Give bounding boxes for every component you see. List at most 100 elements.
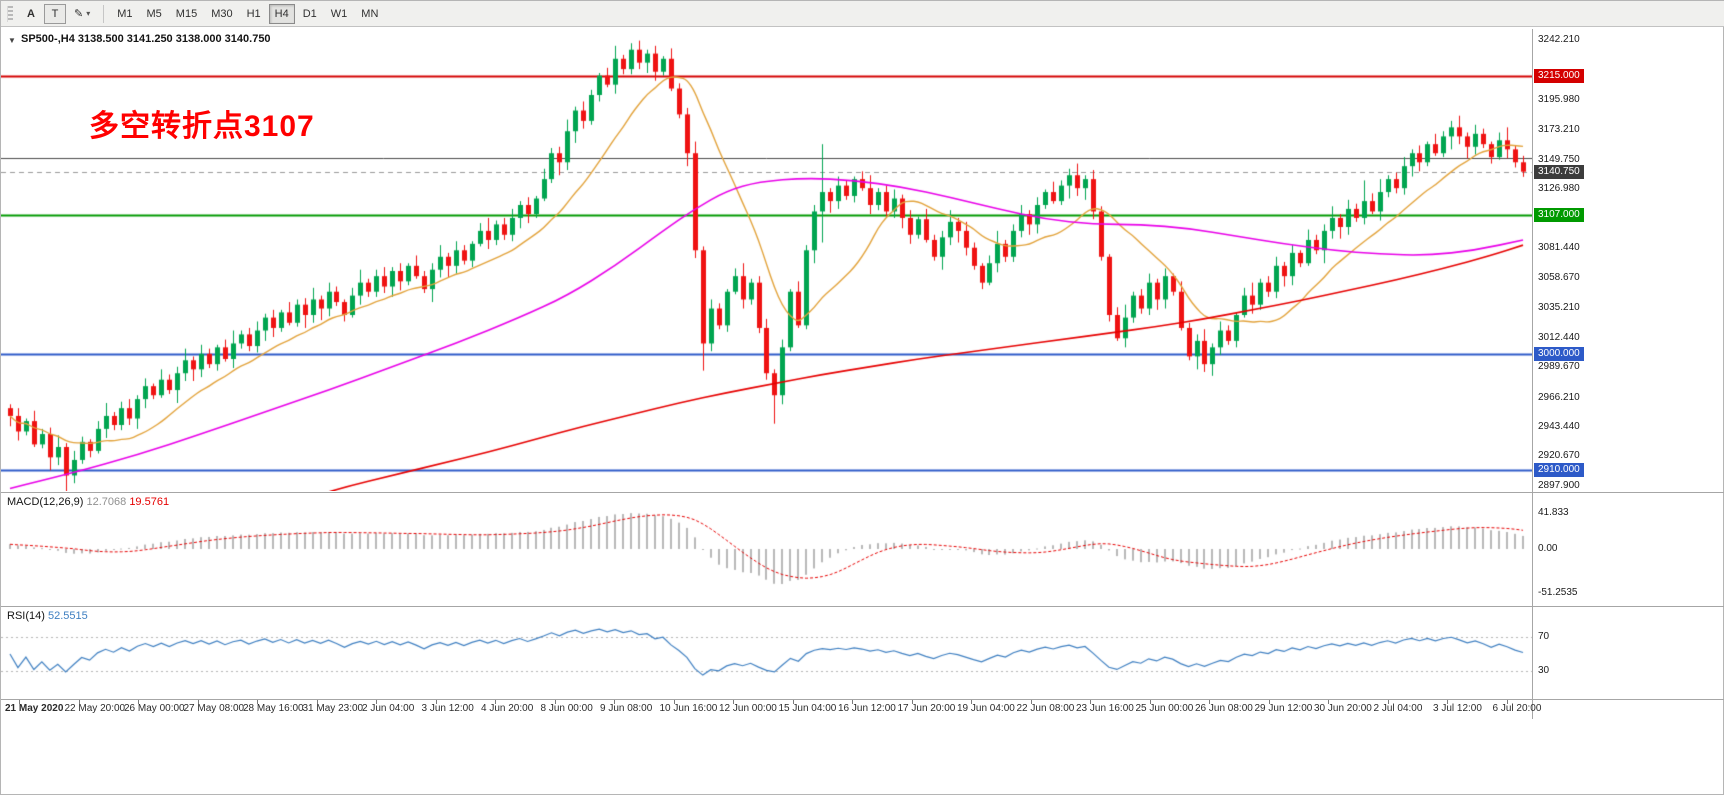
macd-axis-label: 0.00 [1538,543,1558,554]
time-axis-label: 9 Jun 08:00 [600,703,653,714]
price-marker-badge: 3140.750 [1534,164,1584,179]
macd-indicator-panel[interactable] [1,493,1532,605]
price-axis-label: 3195.980 [1538,94,1580,106]
time-axis-tick [733,700,734,704]
rsi-label: RSI(14) 52.5515 [7,610,88,622]
text-tool-button[interactable]: T [44,3,66,24]
timeframe-m5-button[interactable]: M5 [146,7,162,20]
time-axis-label: 3 Jul 12:00 [1433,703,1482,714]
timeframe-w1-button[interactable]: W1 [330,7,348,20]
timeframe-h1-button[interactable]: H1 [246,7,261,20]
time-axis-label: 21 May 2020 [5,703,64,714]
rsi-axis-label: 30 [1538,665,1550,677]
time-axis-tick [495,700,496,704]
time-axis-label: 30 Jun 20:00 [1314,703,1372,714]
time-axis-label: 19 Jun 04:00 [957,703,1015,714]
timeframe-m15-button[interactable]: M15 [175,7,198,20]
time-axis-tick [1149,700,1151,704]
price-axis-label: 3242.210 [1538,34,1580,46]
time-axis-label: 6 Jul 20:00 [1492,703,1542,714]
price-chart-area[interactable] [1,29,1532,491]
time-axis-tick [1387,700,1389,704]
time-axis-tick [78,700,80,704]
timeframe-d1-button[interactable]: D1 [302,7,317,20]
time-axis-tick [1328,700,1329,704]
time-axis-tick [673,700,675,704]
rsi-name: RSI(14) [7,610,45,622]
chart-menu-icon[interactable]: ▼ [8,36,16,45]
time-axis-tick [1209,700,1210,704]
price-axis-label: 2943.440 [1538,421,1580,433]
time-axis-label: 26 Jun 08:00 [1195,703,1253,714]
price-marker-badge: 3107.000 [1534,208,1584,223]
time-axis-label: 4 Jun 20:00 [481,703,534,714]
time-axis-label: 16 Jun 12:00 [838,703,896,714]
time-axis-tick [376,700,377,704]
pencil-icon: ✎ [74,8,84,20]
time-axis-tick [554,700,556,704]
macd-axis-label: 41.833 [1538,507,1569,519]
time-axis-tick [19,700,20,704]
price-axis-label: 3012.440 [1538,331,1580,343]
rsi-axis-label: 70 [1538,630,1550,642]
macd-main-value: 12.7068 [86,496,127,508]
rsi-indicator-panel[interactable] [1,607,1532,699]
time-axis-label: 15 Jun 04:00 [778,703,837,714]
time-axis-tick [138,700,139,704]
price-axis-label: 3173.210 [1538,123,1580,135]
time-axis-tick [1090,700,1091,704]
time-axis-label: 22 May 20:00 [64,703,126,714]
time-axis-label: 26 May 00:00 [124,703,185,714]
time-axis-label: 10 Jun 16:00 [659,703,718,714]
time-axis-label: 8 Jun 00:00 [540,703,593,714]
time-axis-tick [971,700,972,704]
price-marker-badge: 3000.000 [1534,346,1584,361]
time-axis-tick [197,700,199,704]
price-axis-label: 2966.210 [1538,391,1580,403]
time-axis-label: 29 Jun 12:00 [1254,703,1313,714]
timeframe-m30-button[interactable]: M30 [211,7,233,20]
toolbar-grip[interactable] [7,5,13,22]
price-axis-label: 3058.670 [1538,271,1580,283]
price-axis-label: 2920.670 [1538,450,1580,462]
time-axis-tick [614,700,615,704]
time-axis-separator [1,699,1724,700]
time-axis-label: 28 May 16:00 [243,703,304,714]
macd-panel-splitter[interactable] [1,492,1724,493]
time-axis-label: 2 Jun 04:00 [362,703,415,714]
time-axis-tick [792,700,794,704]
price-axis-separator [1532,29,1533,719]
time-axis-tick [1030,700,1032,704]
time-axis-label: 17 Jun 20:00 [897,703,956,714]
timeframe-h4-button[interactable]: H4 [268,3,295,24]
draw-tool-button[interactable]: ✎ ▾ [68,4,96,24]
time-axis-label: 12 Jun 00:00 [719,703,777,714]
chevron-down-icon: ▾ [86,9,91,18]
time-axis-tick [1506,700,1508,704]
time-axis-tick [257,700,258,704]
macd-name: MACD(12,26,9) [7,496,84,508]
time-axis-label: 25 Jun 00:00 [1135,703,1194,714]
price-marker-badge: 2910.000 [1534,463,1584,478]
price-marker-badge: 3215.000 [1534,68,1584,83]
toolbar: A T ✎ ▾ M1 M5 M15 M30 H1 H4 D1 W1 MN [1,1,1724,27]
time-axis-tick [1447,700,1448,704]
timeframe-m1-button[interactable]: M1 [117,7,133,20]
time-axis-tick [316,700,318,704]
price-axis-label: 3126.980 [1538,183,1580,195]
price-axis-label: 3081.440 [1538,242,1580,254]
arrow-tool-button[interactable]: A [27,7,35,20]
time-axis-tick [852,700,853,704]
time-axis-label: 31 May 23:00 [302,703,364,714]
time-axis-label: 23 Jun 16:00 [1076,703,1134,714]
annotation-text: 多空转折点3107 [89,110,315,143]
chart-ohlc-title: SP500-,H4 3138.500 3141.250 3138.000 314… [21,33,271,45]
rsi-panel-splitter[interactable] [1,606,1724,607]
price-axis-label: 3149.750 [1538,154,1580,166]
time-axis-label: 27 May 08:00 [183,703,245,714]
macd-signal-value: 19.5761 [129,496,170,508]
rsi-value: 52.5515 [47,610,88,622]
time-axis-label: 22 Jun 08:00 [1016,703,1075,714]
timeframe-mn-button[interactable]: MN [361,7,379,20]
price-axis-label: 3035.210 [1538,302,1580,314]
